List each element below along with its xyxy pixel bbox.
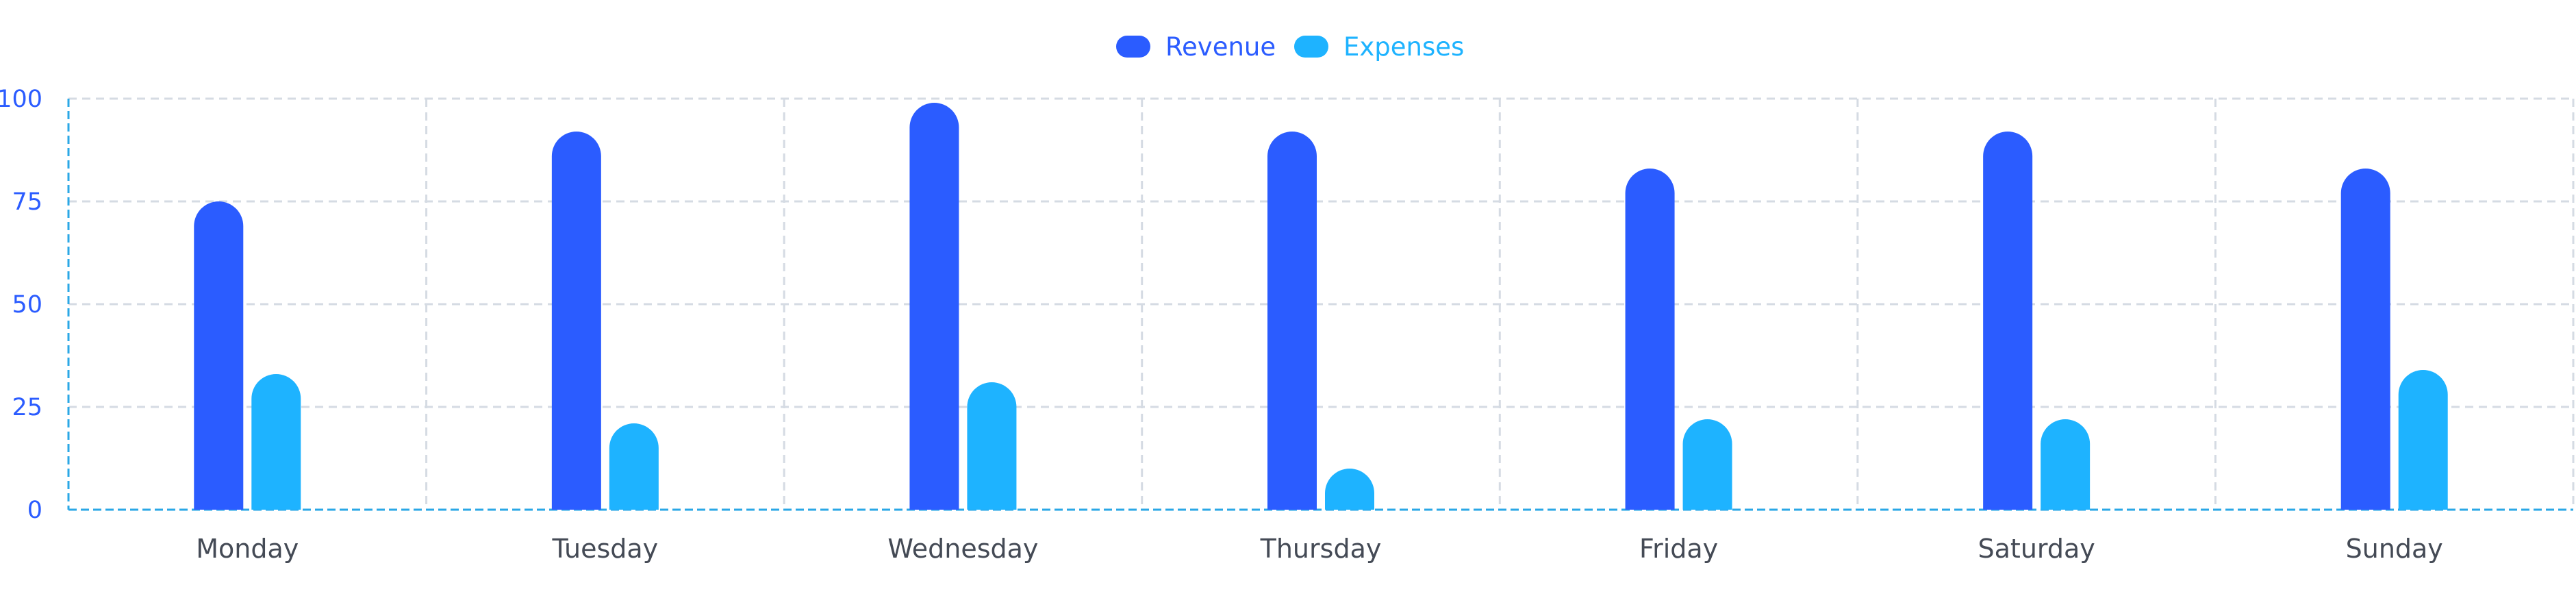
bar-revenue-sunday[interactable]	[2340, 169, 2390, 510]
x-tick-label: Monday	[196, 534, 299, 564]
y-axis-ticks: 0 25 50 75 100	[0, 86, 42, 524]
bars	[194, 103, 2448, 510]
bar-revenue-saturday[interactable]	[1983, 132, 2033, 510]
legend-label: Revenue	[1165, 32, 1276, 62]
legend-item-revenue[interactable]: Revenue	[1116, 32, 1276, 62]
bar-revenue-monday[interactable]	[194, 201, 244, 510]
grid	[68, 97, 2575, 510]
x-axis-ticks: Monday Tuesday Wednesday Thursday Friday Satu…	[196, 534, 2443, 564]
axes	[67, 99, 2573, 511]
bar-expenses-saturday[interactable]	[2041, 419, 2091, 510]
legend[interactable]: Revenue Expenses	[1116, 32, 1464, 62]
bar-revenue-friday[interactable]	[1625, 169, 1675, 510]
bar-revenue-thursday[interactable]	[1267, 132, 1317, 510]
bar-expenses-monday[interactable]	[251, 374, 301, 510]
bar-revenue-tuesday[interactable]	[551, 132, 601, 510]
legend-item-expenses[interactable]: Expenses	[1294, 32, 1464, 62]
y-tick-label: 50	[12, 291, 42, 319]
x-tick-label: Friday	[1639, 534, 1718, 564]
y-tick-label: 25	[12, 394, 42, 421]
bar-expenses-tuesday[interactable]	[609, 423, 659, 510]
x-tick-label: Wednesday	[887, 534, 1038, 564]
bar-expenses-thursday[interactable]	[1325, 469, 1374, 510]
x-tick-label: Thursday	[1260, 534, 1382, 564]
x-tick-label: Saturday	[1978, 534, 2095, 564]
bar-expenses-sunday[interactable]	[2398, 370, 2448, 510]
bar-expenses-friday[interactable]	[1682, 419, 1732, 510]
legend-swatch	[1116, 36, 1150, 58]
y-tick-label: 100	[0, 86, 42, 113]
bar-revenue-wednesday[interactable]	[909, 103, 959, 510]
y-tick-label: 0	[27, 497, 42, 524]
legend-label: Expenses	[1343, 32, 1464, 62]
legend-swatch	[1294, 36, 1328, 58]
y-tick-label: 75	[12, 188, 42, 216]
bar-expenses-wednesday[interactable]	[967, 382, 1017, 510]
x-tick-label: Sunday	[2346, 534, 2443, 564]
x-tick-label: Tuesday	[552, 534, 659, 564]
